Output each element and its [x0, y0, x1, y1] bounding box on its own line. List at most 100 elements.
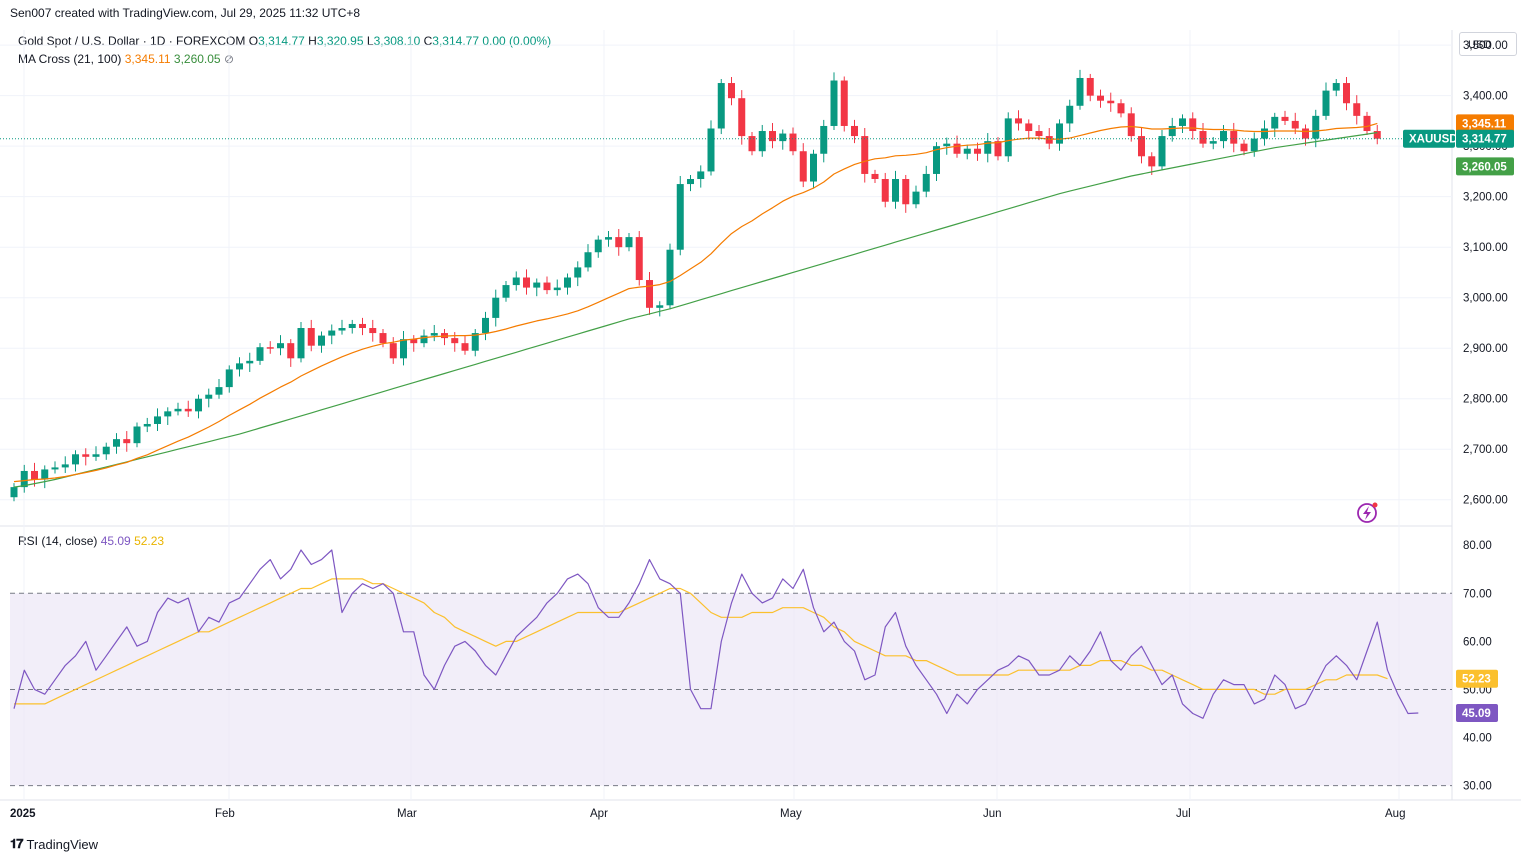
candle	[984, 141, 992, 154]
tradingview-logo: 𝟏𝟕 TradingView	[10, 836, 98, 852]
candle	[974, 148, 981, 154]
currency-selector[interactable]: USD	[1459, 32, 1517, 56]
candle	[133, 426, 141, 444]
time-tick-label: Apr	[590, 808, 608, 820]
ma-fast-value: 3,345.11	[124, 52, 171, 66]
price-tick-label: 2,800.00	[1463, 394, 1508, 406]
candle	[943, 143, 951, 147]
candle	[1025, 123, 1033, 132]
ma-title: MA Cross (21, 100)	[18, 52, 122, 66]
candle	[297, 328, 305, 359]
ma-slow-value: 3,260.05	[173, 52, 221, 66]
candle	[1220, 131, 1227, 142]
candle	[1281, 116, 1289, 121]
candle	[379, 333, 387, 344]
candle	[1117, 103, 1125, 114]
candle	[1189, 118, 1197, 132]
candle	[738, 98, 746, 137]
symbol-title: Gold Spot / U.S. Dollar · 1D · FOREXCOM	[18, 34, 246, 48]
candle	[1291, 120, 1299, 129]
chart-credit: Sen007 created with TradingView.com, Jul…	[10, 6, 361, 20]
change-value: 0.00 (0.00%)	[482, 34, 552, 48]
price-tick-label: 3,400.00	[1463, 91, 1508, 103]
candle	[748, 136, 756, 152]
candle	[1148, 156, 1156, 167]
candle	[1127, 113, 1135, 137]
candle	[615, 237, 623, 248]
last-price-tag-bg	[1456, 129, 1514, 148]
candle	[1332, 83, 1340, 91]
candle	[236, 363, 243, 370]
candle	[564, 277, 571, 288]
candle	[1097, 95, 1104, 101]
rsi-tag-bg	[1456, 704, 1498, 723]
rsi-tick-label: 30.00	[1463, 781, 1492, 793]
candle	[92, 454, 100, 457]
candle	[656, 305, 664, 308]
low-label: L	[366, 34, 374, 48]
candle	[1261, 128, 1268, 139]
candle	[799, 151, 807, 182]
candle	[1250, 138, 1258, 152]
candle	[184, 408, 192, 412]
rsi-ma-line	[14, 578, 1388, 705]
candle	[307, 328, 315, 346]
rsi-title: RSI (14, close)	[18, 534, 98, 548]
candle	[61, 464, 69, 468]
candle	[594, 239, 602, 253]
candle	[102, 446, 110, 455]
ma-slow-price-tag: 3,260.05	[1462, 161, 1507, 173]
price-tick-label: 2,900.00	[1463, 343, 1508, 355]
logo-text: TradingView	[26, 836, 99, 852]
candle	[1066, 105, 1074, 124]
candle	[10, 487, 18, 498]
candle	[861, 136, 869, 174]
ma-slow-price-tag-bg	[1456, 157, 1514, 176]
lightning-icon[interactable]	[1357, 502, 1378, 523]
candle	[646, 280, 653, 308]
candle	[922, 173, 930, 192]
candle	[41, 469, 49, 480]
time-tick-label: May	[780, 808, 802, 820]
candle	[1015, 118, 1022, 124]
candle	[1158, 136, 1166, 167]
candle	[902, 179, 910, 205]
candle	[1230, 131, 1238, 144]
candle	[1363, 115, 1371, 132]
high-value: 3,320.95	[316, 34, 364, 48]
candle	[881, 179, 889, 202]
candle	[123, 439, 131, 444]
ma-fast-price-tag: 3,345.11	[1462, 118, 1507, 130]
candle	[523, 277, 530, 288]
ma-fast-price-tag-bg	[1456, 114, 1514, 133]
candle	[410, 339, 418, 344]
candle	[789, 133, 797, 152]
time-tick-label: Aug	[1385, 808, 1405, 820]
candle	[482, 317, 489, 334]
candle	[810, 153, 817, 182]
candle	[953, 143, 961, 154]
candle	[1107, 100, 1115, 104]
candle	[543, 282, 551, 291]
time-tick-label: Jul	[1176, 808, 1191, 820]
price-tick-label: 2,700.00	[1463, 444, 1508, 456]
candle	[1373, 131, 1381, 139]
candle	[338, 328, 346, 331]
rsi-tick-label: 40.00	[1463, 733, 1492, 745]
candle	[717, 83, 725, 129]
candle	[1322, 90, 1330, 116]
candle	[1035, 131, 1043, 137]
candle	[574, 267, 582, 278]
candle	[225, 369, 233, 388]
candle	[584, 252, 592, 268]
candle	[605, 237, 612, 240]
candle	[51, 467, 59, 470]
candle	[1138, 136, 1145, 157]
candle	[1312, 115, 1320, 139]
last-price-tag: 3,314.77	[1462, 134, 1507, 146]
candle	[31, 470, 38, 480]
candle	[277, 343, 284, 349]
candle	[195, 398, 202, 412]
candle	[1240, 143, 1248, 152]
